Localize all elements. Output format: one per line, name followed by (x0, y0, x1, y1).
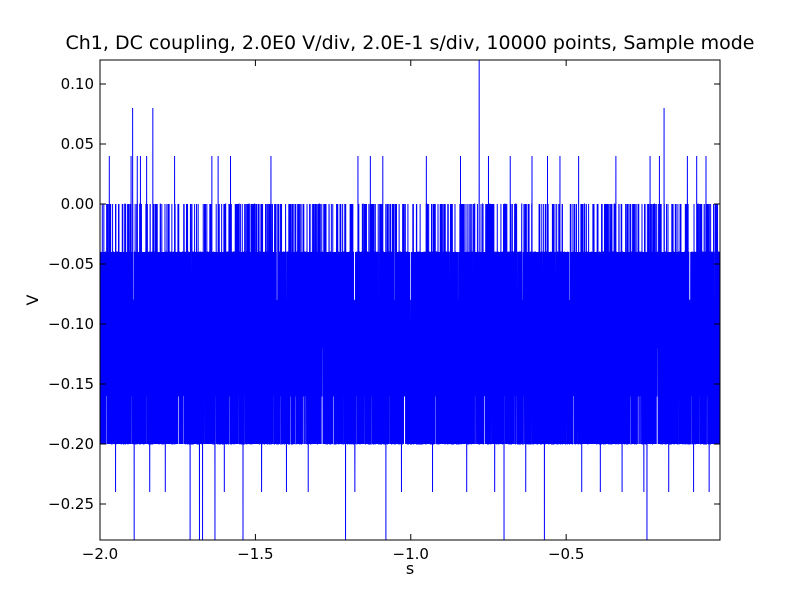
y-tick-label: 0.10 (61, 75, 94, 93)
y-tick-label: 0.05 (61, 135, 94, 153)
x-tick-label: −0.5 (548, 545, 584, 563)
y-tick-label: 0.00 (61, 195, 94, 213)
x-tick-label: −2.0 (82, 545, 118, 563)
y-tick-label: −0.10 (48, 315, 94, 333)
y-axis-label: V (23, 294, 42, 305)
y-tick-label: −0.15 (48, 375, 94, 393)
series-line-ch1 (100, 60, 720, 540)
x-tick-label: −1.5 (237, 545, 273, 563)
y-tick-label: −0.05 (48, 255, 94, 273)
y-tick-label: −0.20 (48, 435, 94, 453)
x-axis-label: s (406, 559, 414, 578)
x-axis: −2.0 −1.5 −1.0 −0.5 (82, 60, 584, 563)
x-tick-label: −1.0 (393, 545, 429, 563)
y-tick-label: −0.25 (48, 495, 94, 513)
y-axis: 0.10 0.05 0.00 −0.05 −0.10 −0.15 −0.20 −0.25 (48, 75, 720, 513)
series-layer (100, 60, 720, 540)
chart-title: Ch1, DC coupling, 2.0E0 V/div, 2.0E-1 s/… (66, 32, 755, 54)
plot-frame (99, 59, 721, 541)
